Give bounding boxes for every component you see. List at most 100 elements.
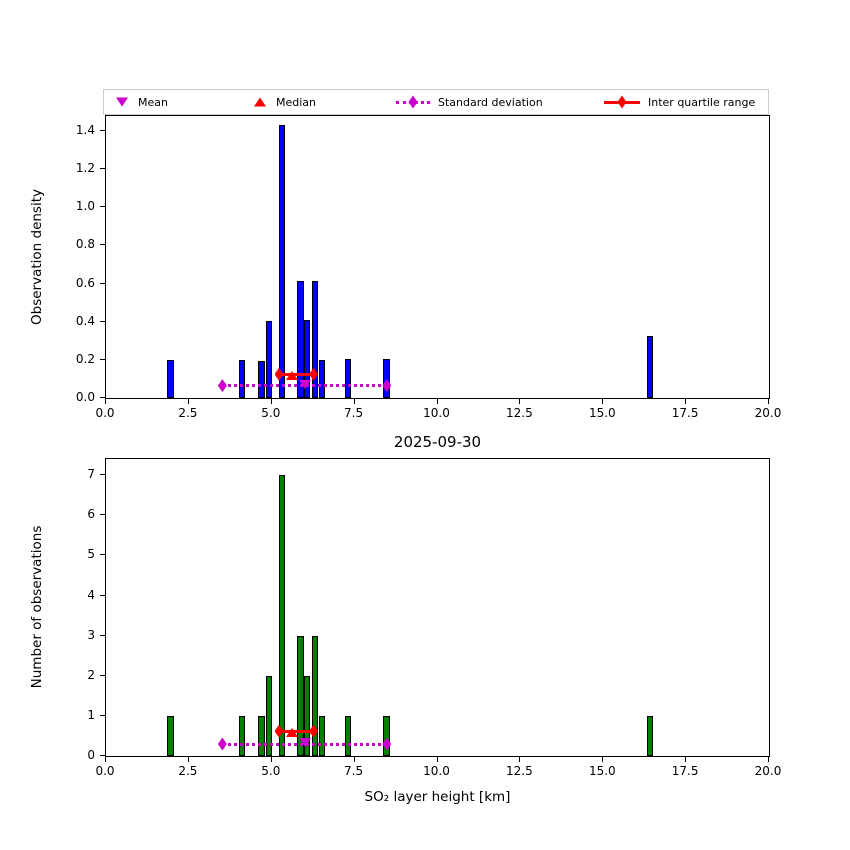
x-tick-label: 0.0 <box>95 764 115 778</box>
y-tick <box>100 755 105 756</box>
y-tick <box>100 244 105 246</box>
y-tick-label: 3 <box>87 627 95 642</box>
histogram-bar <box>344 358 352 398</box>
count-plot-area <box>105 458 770 757</box>
y-tick-label: 0.6 <box>75 275 95 290</box>
histogram-bar <box>167 715 174 756</box>
x-tick-label: 10.0 <box>423 764 450 778</box>
y-tick <box>100 129 105 131</box>
legend: Mean Median Standard deviation Inter qua… <box>103 89 769 115</box>
x-tick-label: 15.0 <box>588 764 616 778</box>
y-tick <box>100 674 105 676</box>
mean-marker <box>298 738 311 748</box>
x-tick-label: 7.5 <box>344 406 364 420</box>
x-tick <box>105 757 106 762</box>
histogram-bar <box>344 715 352 756</box>
x-tick-label: 7.5 <box>344 764 364 778</box>
std-end-diamond <box>382 737 392 751</box>
x-tick <box>685 399 687 404</box>
y-tick <box>100 514 105 516</box>
y-tick-label: 6 <box>87 507 95 522</box>
legend-label: Median <box>276 95 317 109</box>
y-tick <box>100 358 105 360</box>
y-tick <box>100 474 105 476</box>
x-tick-label: 0.0 <box>95 406 115 420</box>
legend-item-standard-deviation: Standard deviation <box>396 90 543 114</box>
x-tick <box>187 399 189 404</box>
x-tick-label: 17.5 <box>671 406 699 420</box>
histogram-bar <box>297 280 304 398</box>
legend-label: Standard deviation <box>438 95 543 109</box>
y-tick-label: 7 <box>87 467 95 482</box>
y-tick <box>100 206 105 208</box>
histogram-bar <box>258 360 265 398</box>
y-tick-label: 1.4 <box>75 122 95 137</box>
x-tick <box>270 757 272 762</box>
x-tick-label: 12.5 <box>506 406 533 420</box>
y-tick-label: 0.0 <box>75 390 95 404</box>
y-axis-label: Observation density <box>29 189 45 325</box>
x-tick <box>270 399 272 404</box>
y-tick-label: 1.0 <box>75 199 95 214</box>
x-tick-label: 15.0 <box>588 406 616 420</box>
std-end-diamond <box>217 737 227 751</box>
x-tick <box>105 399 106 404</box>
y-tick <box>100 320 105 322</box>
x-tick <box>436 399 438 404</box>
histogram-bar <box>238 359 246 398</box>
y-tick-label: 4 <box>87 587 95 602</box>
histogram-bar <box>303 319 311 398</box>
x-axis-label: SO₂ layer height [km] <box>364 789 511 805</box>
iqr-end-diamond <box>274 367 284 381</box>
legend-item-inter-quartile-range: Inter quartile range <box>604 90 755 114</box>
median-marker <box>285 728 298 738</box>
y-tick <box>100 168 105 169</box>
x-tick <box>768 399 769 404</box>
x-tick-label: 20.0 <box>754 764 782 778</box>
mean-marker <box>298 380 311 390</box>
histogram-bar <box>318 359 326 398</box>
x-tick <box>685 757 687 762</box>
x-tick <box>602 399 604 404</box>
y-tick-label: 2 <box>87 667 95 682</box>
x-tick-label: 20.0 <box>754 406 782 420</box>
legend-item-mean: Mean <box>114 90 168 114</box>
y-tick <box>100 634 105 636</box>
histogram-bar <box>303 675 311 756</box>
legend-label: Mean <box>138 95 168 109</box>
y-tick <box>100 282 105 284</box>
x-tick-label: 2.5 <box>178 764 198 778</box>
x-tick-label: 17.5 <box>671 764 699 778</box>
y-tick-label: 1 <box>87 707 95 722</box>
histogram-bar <box>646 715 654 756</box>
x-tick-label: 2.5 <box>178 406 198 420</box>
histogram-bar <box>383 715 390 756</box>
chart-title: 2025-09-30 <box>393 433 482 451</box>
histogram-bar <box>297 635 304 756</box>
x-tick-label: 5.0 <box>261 764 281 778</box>
histogram-bar <box>265 320 273 398</box>
iqr-end-diamond <box>274 724 284 738</box>
iqr-end-diamond <box>309 367 318 381</box>
histogram-bar <box>278 125 286 398</box>
x-tick <box>602 757 604 762</box>
histogram-bar <box>167 359 174 398</box>
y-tick-label: 1.2 <box>75 161 95 175</box>
median-marker-icon <box>252 94 268 110</box>
y-tick <box>100 594 105 596</box>
density-plot-area <box>105 115 770 399</box>
legend-item-median: Median <box>252 90 316 114</box>
x-tick <box>353 399 355 404</box>
histogram-bar <box>238 715 246 756</box>
y-tick <box>100 714 105 716</box>
y-tick <box>100 554 105 556</box>
legend-label: Inter quartile range <box>648 95 756 109</box>
std-end-diamond <box>382 379 392 393</box>
x-tick <box>519 399 521 404</box>
density-chart: 0.0 2.5 5.0 7.5 10.0 12.5 15.0 17.5 20.0 0.0 0.2 0.… <box>76 115 781 420</box>
histogram-bar <box>311 280 319 398</box>
y-tick <box>100 397 105 398</box>
y-tick-label: 5 <box>87 547 95 562</box>
x-tick <box>353 757 355 762</box>
